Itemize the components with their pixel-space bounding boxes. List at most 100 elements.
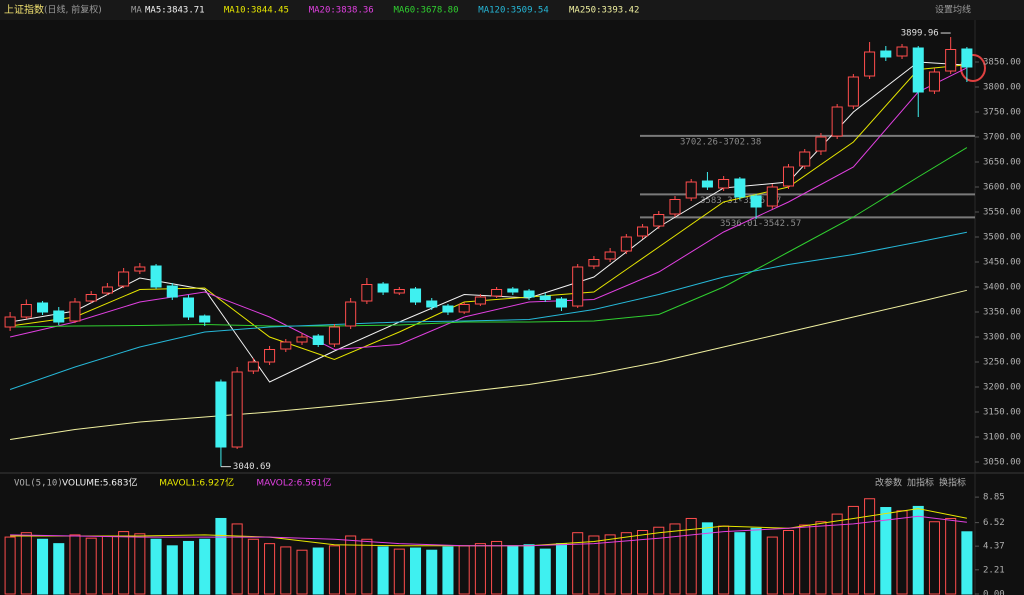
candle-body <box>734 178 746 198</box>
volume-bar <box>864 498 876 595</box>
candle-body <box>215 381 227 448</box>
y-tick-label: 3300.00 <box>983 333 1021 343</box>
candle-body <box>523 290 535 298</box>
volume-bar <box>442 546 454 595</box>
volume-bar <box>328 545 340 595</box>
candle-body <box>669 199 681 215</box>
candle-body <box>345 301 357 327</box>
settings-button[interactable]: 设置均线 <box>935 4 971 16</box>
candle-body <box>847 76 859 107</box>
volume-bar <box>572 532 584 595</box>
candle-body <box>799 151 811 167</box>
volume-bar <box>215 517 227 595</box>
volume-bar <box>945 517 957 595</box>
volume-bar <box>53 543 65 595</box>
ma-label: MA <box>131 6 142 16</box>
y-tick-label: 0.00 <box>983 590 1005 595</box>
volume-bar <box>815 521 827 595</box>
volume-bar <box>393 548 405 595</box>
candle-body <box>831 106 843 137</box>
y-tick-label: 3450.00 <box>983 258 1021 268</box>
volume-bar <box>458 545 470 595</box>
volume-bar <box>247 538 259 595</box>
volume-bar <box>847 505 859 595</box>
support-label: 3536.01-3542.57 <box>720 219 801 229</box>
volume-bar <box>134 533 146 595</box>
candle-body <box>328 326 340 345</box>
candle-body <box>572 266 584 307</box>
y-tick-label: 3550.00 <box>983 208 1021 218</box>
candle-body <box>766 186 778 207</box>
candle-body <box>409 288 422 303</box>
ma-line <box>10 515 967 547</box>
ma-legend: MA10:3844.45 <box>224 6 289 16</box>
y-tick-label: 3150.00 <box>983 408 1021 418</box>
indicator-button[interactable]: 加指标 <box>907 477 934 489</box>
volume-bar <box>896 510 908 595</box>
support-label: 3583.31-3586.97 <box>700 196 781 206</box>
candle-body <box>442 305 454 313</box>
volume-bar <box>199 538 211 595</box>
y-tick-label: 6.52 <box>983 518 1005 528</box>
volume-legend: MAVOL2:6.561亿 <box>256 477 331 489</box>
volume-bar <box>312 547 324 595</box>
candle-body <box>928 71 940 92</box>
volume-bar <box>799 524 811 595</box>
volume-bar <box>685 517 697 595</box>
candle-body <box>750 195 762 208</box>
volume-bar <box>555 543 568 595</box>
candle-body <box>280 341 292 350</box>
candle-body <box>312 335 324 345</box>
volume-bar <box>361 538 373 595</box>
volume-bar <box>182 540 195 595</box>
candle-body <box>231 371 243 448</box>
volume-bar <box>912 505 924 595</box>
volume-bar <box>750 527 762 595</box>
volume-bar <box>880 507 892 595</box>
volume-bar <box>928 521 940 595</box>
volume-bar <box>523 544 535 595</box>
candle-body <box>815 136 827 152</box>
y-tick-label: 3600.00 <box>983 183 1021 193</box>
volume-bar <box>539 548 551 595</box>
volume-bar <box>231 523 243 595</box>
volume-bar <box>4 536 16 595</box>
volume-bar <box>669 523 681 595</box>
candle-body <box>101 286 113 294</box>
candle-body <box>620 236 632 252</box>
volume-bar <box>604 534 616 595</box>
y-tick-label: 2.21 <box>983 565 1005 575</box>
volume-bar <box>653 526 665 595</box>
volume-bar <box>85 537 97 595</box>
index-title: 上证指数 <box>4 3 44 16</box>
volume-bar <box>491 540 503 595</box>
low-label: 3040.69 <box>233 462 271 472</box>
indicator-button[interactable]: 改参数 <box>875 477 902 489</box>
candle-body <box>85 294 97 302</box>
volume-bar <box>766 536 778 595</box>
candle-body <box>539 295 551 300</box>
volume-legend: VOLUME:5.683亿 <box>62 477 138 489</box>
candle-body <box>393 289 405 294</box>
candle-body <box>69 301 81 322</box>
y-tick-label: 3500.00 <box>983 233 1021 243</box>
volume-bar <box>37 538 49 595</box>
candle-body <box>134 266 146 272</box>
y-tick-label: 4.37 <box>983 542 1005 552</box>
candle-body <box>426 300 438 308</box>
candle-body <box>182 297 195 318</box>
candle-body <box>782 166 795 187</box>
y-tick-label: 3100.00 <box>983 433 1021 443</box>
candle-body <box>37 302 49 313</box>
volume-bar <box>69 534 81 595</box>
candle-body <box>685 181 697 199</box>
candle-body <box>507 288 519 293</box>
indicator-button[interactable]: 换指标 <box>939 477 966 489</box>
candle-body <box>701 180 713 188</box>
y-tick-label: 3250.00 <box>983 358 1021 368</box>
volume-bar <box>782 530 795 595</box>
candle-body <box>377 283 389 293</box>
ma-line <box>10 147 968 328</box>
volume-legend: MAVOL1:6.927亿 <box>159 477 234 489</box>
volume-bar <box>345 535 357 595</box>
